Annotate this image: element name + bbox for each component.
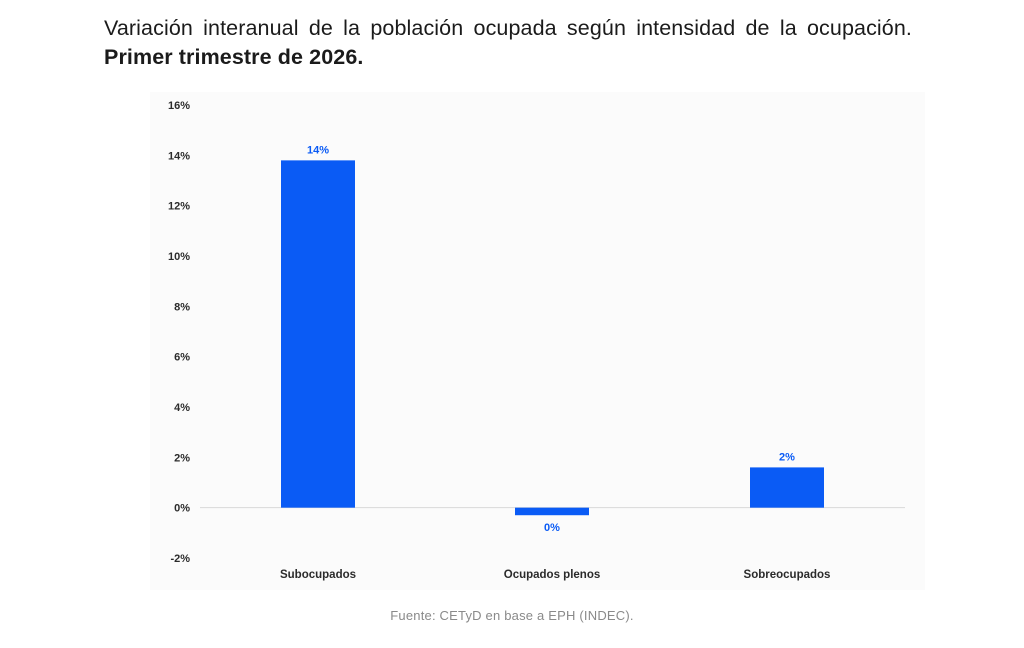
source-note: Fuente: CETyD en base a EPH (INDEC). — [390, 608, 634, 623]
y-tick-label: 0% — [174, 503, 190, 515]
data-label: 14% — [307, 144, 329, 156]
y-tick-label: 10% — [168, 251, 190, 263]
x-category-label: Ocupados plenos — [504, 569, 601, 581]
data-label: 2% — [779, 451, 795, 463]
title-bold: Primer trimestre de 2026. — [104, 45, 364, 69]
data-label: 0% — [544, 522, 560, 534]
x-category-label: Sobreocupados — [744, 569, 831, 581]
bar-sobreocupados — [750, 467, 824, 508]
y-tick-label: 8% — [174, 301, 190, 313]
bar-ocupados-plenos — [515, 507, 589, 516]
y-tick-label: 4% — [174, 402, 190, 414]
bar-subocupados — [281, 160, 355, 508]
y-tick-label: 14% — [168, 150, 190, 162]
y-tick-label: 2% — [174, 452, 190, 464]
title-regular: Variación interanual de la población ocu… — [104, 16, 912, 40]
y-tick-label: -2% — [170, 553, 190, 565]
y-tick-label: 16% — [168, 100, 190, 112]
y-tick-label: 12% — [168, 201, 190, 213]
chart-title: Variación interanual de la población ocu… — [104, 14, 912, 72]
y-tick-label: 6% — [174, 352, 190, 364]
x-category-label: Subocupados — [280, 569, 356, 581]
